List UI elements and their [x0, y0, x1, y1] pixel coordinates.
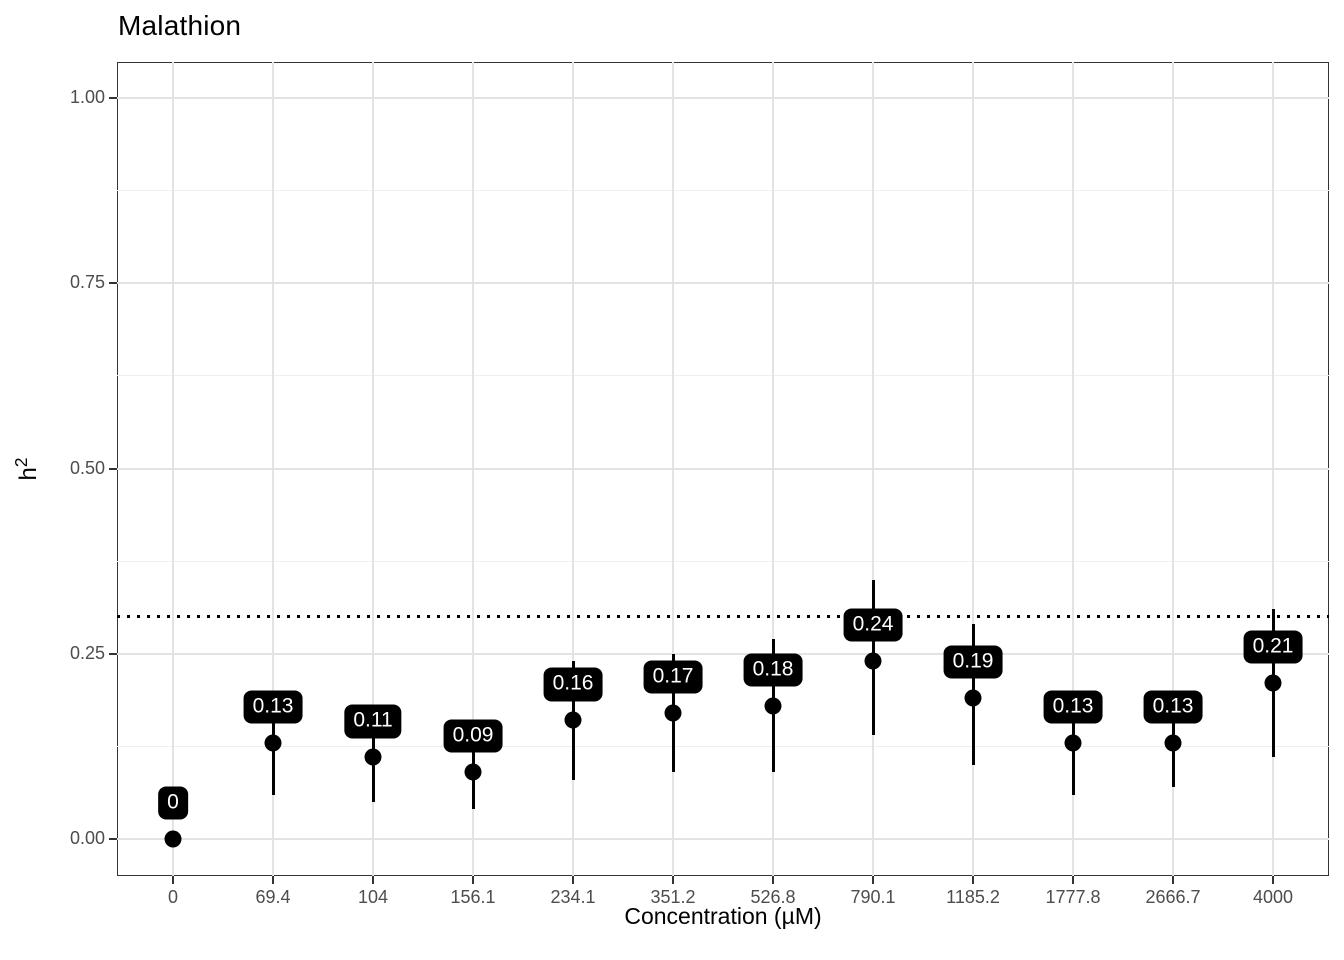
x-tick-label: 4000 — [1252, 887, 1294, 907]
x-tick-label: 104 — [357, 887, 389, 907]
y-tick-mark — [109, 467, 117, 470]
gridline-major-v — [772, 62, 774, 876]
y-axis-title-exponent: 2 — [11, 457, 31, 468]
x-tick-label: 790.1 — [850, 887, 896, 907]
x-tick-label: 351.2 — [650, 887, 696, 907]
gridline-major-v — [872, 62, 874, 876]
point-label: 0.19 — [943, 645, 1003, 679]
x-tick-mark — [672, 876, 674, 884]
point-label: 0.16 — [543, 667, 603, 701]
point-label: 0.21 — [1243, 630, 1303, 664]
data-point — [1164, 734, 1182, 752]
point-label: 0 — [158, 786, 188, 820]
x-tick-mark — [772, 876, 774, 884]
point-label: 0.17 — [643, 660, 703, 694]
plot-panel: 0 0.13 0.11 0.09 0.16 0.17 0.18 0.24 0.19 0.13 0.1… — [117, 62, 1329, 876]
gridline-minor-h — [117, 375, 1329, 377]
x-tick-label: 69.4 — [255, 887, 291, 907]
x-tick-label: 234.1 — [550, 887, 596, 907]
gridline-major-h — [117, 652, 1329, 655]
data-point — [1064, 734, 1082, 752]
data-point — [164, 830, 182, 848]
x-tick-mark — [872, 876, 874, 884]
gridline-major-v — [672, 62, 674, 876]
x-tick-label: 1777.8 — [1045, 887, 1101, 907]
gridline-minor-h — [117, 560, 1329, 562]
gridline-major-v — [1072, 62, 1074, 876]
x-tick-label: 2666.7 — [1145, 887, 1201, 907]
x-tick-label: 156.1 — [450, 887, 496, 907]
gridline-major-v — [472, 62, 474, 876]
gridline-major-v — [272, 62, 274, 876]
x-tick-mark — [172, 876, 174, 884]
y-tick-mark — [109, 652, 117, 655]
y-tick-label: 0.25 — [69, 642, 105, 663]
y-tick-label: 1.00 — [69, 87, 105, 107]
gridline-major-h — [117, 282, 1329, 285]
y-tick-mark — [109, 97, 117, 99]
x-tick-mark — [572, 876, 574, 884]
data-point — [364, 748, 382, 766]
point-label: 0.24 — [843, 608, 903, 642]
gridline-major-v — [1172, 62, 1174, 876]
gridline-major-v — [572, 62, 574, 876]
gridline-major-h — [117, 97, 1329, 99]
x-tick-mark — [1272, 876, 1274, 884]
x-tick-mark — [372, 876, 374, 884]
y-tick-mark — [109, 838, 117, 840]
data-point — [864, 652, 882, 670]
gridline-major-v — [172, 62, 174, 876]
data-point — [764, 697, 782, 715]
data-point — [964, 689, 982, 707]
gridline-major-v — [972, 62, 974, 876]
x-tick-label: 526.8 — [750, 887, 796, 907]
data-point — [564, 711, 582, 729]
y-tick-label: 0.50 — [69, 457, 105, 478]
reference-line — [117, 615, 1329, 619]
x-tick-mark — [1072, 876, 1074, 884]
y-tick-label: 0.75 — [69, 272, 105, 293]
point-label: 0.13 — [1043, 690, 1103, 724]
x-tick-label: 0 — [167, 887, 178, 907]
data-point — [1264, 674, 1282, 692]
x-tick-label: 1185.2 — [946, 887, 1000, 907]
gridline-major-h — [117, 838, 1329, 840]
x-tick-mark — [272, 876, 274, 884]
gridline-major-v — [1272, 62, 1274, 876]
gridline-major-h — [117, 467, 1329, 470]
data-point — [664, 704, 682, 722]
chart-title: Malathion — [118, 10, 242, 41]
gridline-minor-h — [117, 745, 1329, 747]
x-tick-mark — [472, 876, 474, 884]
y-tick-mark — [109, 282, 117, 285]
point-label: 0.09 — [443, 719, 503, 753]
data-point — [464, 763, 482, 781]
data-point — [264, 734, 282, 752]
point-label: 0.13 — [1143, 690, 1203, 724]
gridline-major-v — [372, 62, 374, 876]
x-tick-mark — [1172, 876, 1174, 884]
point-label: 0.18 — [743, 653, 803, 687]
point-label: 0.13 — [243, 690, 303, 724]
x-tick-mark — [972, 876, 974, 884]
x-axis-title: Concentration (µM) — [624, 903, 822, 929]
y-tick-label: 0.00 — [69, 828, 105, 848]
gridline-minor-h — [117, 190, 1329, 192]
point-label: 0.11 — [344, 704, 402, 739]
